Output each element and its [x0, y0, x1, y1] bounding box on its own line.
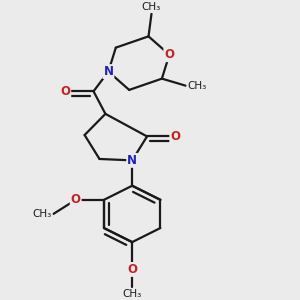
- Text: O: O: [170, 130, 180, 143]
- Text: CH₃: CH₃: [122, 289, 142, 298]
- Text: O: O: [127, 263, 137, 276]
- Text: CH₃: CH₃: [142, 2, 161, 12]
- Text: CH₃: CH₃: [187, 81, 206, 91]
- Text: O: O: [71, 193, 81, 206]
- Text: N: N: [103, 65, 113, 78]
- Text: CH₃: CH₃: [33, 209, 52, 219]
- Text: O: O: [60, 85, 70, 98]
- Text: O: O: [164, 48, 174, 61]
- Text: N: N: [127, 154, 137, 167]
